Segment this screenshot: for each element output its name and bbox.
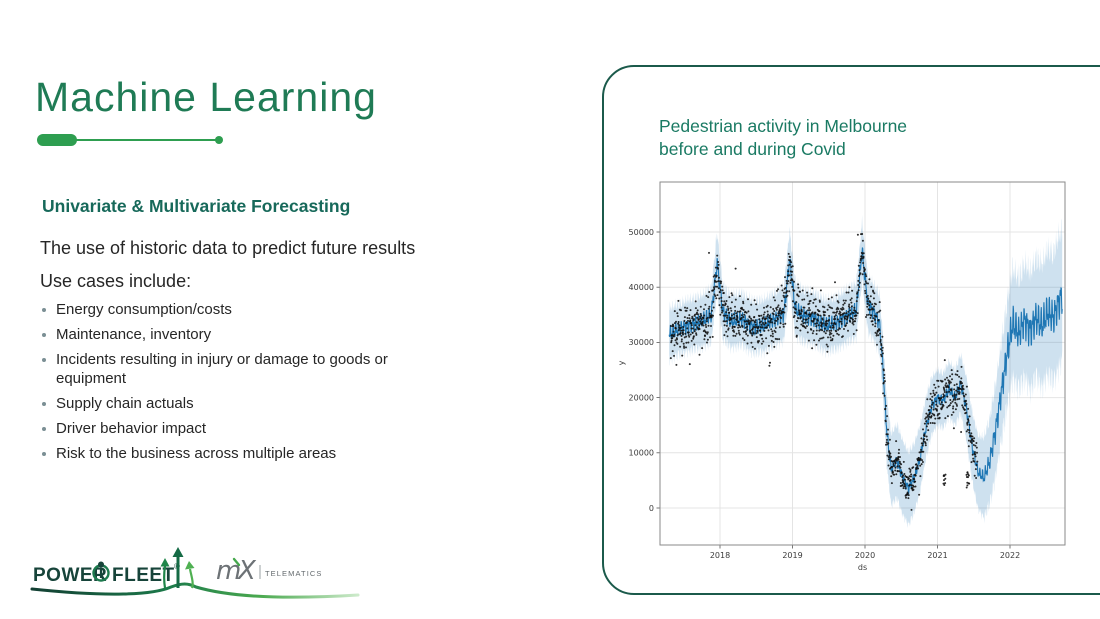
mix-logo: m X TELEMATICS — [216, 556, 323, 586]
svg-text:0: 0 — [649, 504, 654, 513]
title-decoration — [37, 133, 237, 147]
intro-text: The use of historic data to predict futu… — [40, 238, 416, 258]
svg-text:2021: 2021 — [927, 551, 947, 560]
powerfleet-person-icon — [92, 561, 110, 582]
slide-title: Machine Learning — [35, 74, 377, 120]
svg-text:y: y — [617, 360, 626, 365]
list-item: Risk to the business across multiple are… — [40, 444, 432, 463]
svg-text:30000: 30000 — [629, 338, 654, 347]
decoration-line — [73, 139, 219, 141]
list-item: Energy consumption/costs — [40, 300, 432, 319]
panel-title-line1: Pedestrian activity in Melbourne — [659, 116, 908, 136]
svg-text:ds: ds — [858, 563, 867, 572]
svg-text:2020: 2020 — [855, 551, 875, 560]
decoration-dot — [215, 136, 223, 144]
panel-title: Pedestrian activity in Melbourne before … — [659, 115, 907, 161]
logo-swoosh — [30, 582, 360, 599]
svg-text:2019: 2019 — [782, 551, 802, 560]
svg-text:40000: 40000 — [629, 283, 654, 292]
section-heading: Univariate & Multivariate Forecasting — [42, 196, 351, 216]
company-logo: POWER FLEET ® m X TELEMATICS — [28, 540, 378, 612]
panel-title-line2: before and during Covid — [659, 139, 846, 159]
svg-text:20000: 20000 — [629, 393, 654, 402]
use-case-list: Energy consumption/costs Maintenance, inv… — [40, 300, 432, 469]
svg-text:50000: 50000 — [629, 228, 654, 237]
telematics-text: TELEMATICS — [265, 569, 323, 578]
mix-x-text: X — [236, 556, 257, 586]
logo-power-text: POWER — [33, 565, 107, 586]
list-item: Driver behavior impact — [40, 419, 432, 438]
list-item: Maintenance, inventory — [40, 325, 432, 344]
forecast-chart: 0 10000 20000 30000 40000 50000 2018 2019 2020 20… — [614, 181, 1076, 575]
mix-accent-icon — [232, 557, 241, 567]
svg-text:10000: 10000 — [629, 449, 654, 458]
forecast-panel: Pedestrian activity in Melbourne before … — [602, 65, 1100, 595]
logo-fleet-text: FLEET — [112, 565, 175, 586]
svg-text:2022: 2022 — [1000, 551, 1020, 560]
three-up-arrows-icon — [160, 547, 195, 589]
list-item: Incidents resulting in injury or damage … — [40, 350, 432, 388]
list-item: Supply chain actuals — [40, 394, 432, 413]
use-cases-label: Use cases include: — [40, 271, 192, 291]
svg-text:2018: 2018 — [710, 551, 730, 560]
decoration-pill — [37, 134, 77, 146]
